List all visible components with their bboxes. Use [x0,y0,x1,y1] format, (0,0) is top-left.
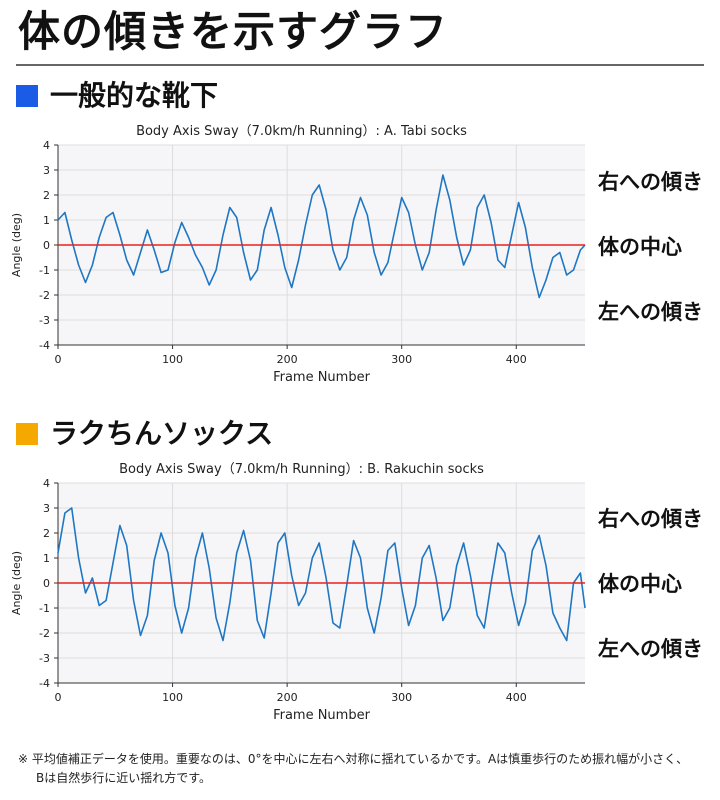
section-heading-a-text: 一般的な靴下 [50,79,219,112]
y-tick-label: 3 [43,164,50,177]
footnote-line-1: ※ 平均値補正データを使用。重要なのは、0°を中心に左右へ対称に揺れているかです… [18,752,689,766]
y-tick-label: -3 [39,652,50,665]
chart-a-tabi-socks: Body Axis Sway（7.0km/h Running）: A. Tabi… [10,124,586,385]
page-title: 体の傾きを示すグラフ [18,7,449,56]
y-tick-label: 1 [43,214,50,227]
x-axis-label: Frame Number [273,708,371,723]
x-tick-label: 0 [55,691,62,704]
series-line [57,507,586,642]
x-tick-label: 200 [277,691,298,704]
x-tick-label: 300 [391,691,412,704]
y-tick-label: 1 [43,552,50,565]
chart-title: Body Axis Sway（7.0km/h Running）: A. Tabi… [136,124,467,139]
side-label-left-tilt-a: 左への傾き [598,300,703,324]
section-heading-a: 一般的な靴下 [16,78,218,114]
y-tick-label: -2 [39,289,50,302]
section-swatch-b [16,423,38,445]
x-tick-label: 400 [506,353,527,366]
y-tick-label: 0 [43,239,50,252]
y-tick-label: 3 [43,502,50,515]
footnote-line-2: Bは自然歩行に近い揺れ方です。 [36,771,212,785]
chart-b-rakuchin-socks: Body Axis Sway（7.0km/h Running）: B. Raku… [10,462,586,723]
side-label-left-tilt-b: 左への傾き [598,637,703,661]
title-divider [16,64,704,66]
x-tick-label: 100 [162,353,183,366]
section-heading-b: ラクちんソックス [16,416,273,452]
side-label-right-tilt-a: 右への傾き [598,170,703,194]
x-tick-label: 400 [506,691,527,704]
section-heading-b-text: ラクちんソックス [50,417,274,450]
section-swatch-a [16,85,38,107]
x-tick-label: 100 [162,691,183,704]
y-tick-label: 2 [43,189,50,202]
side-label-center-b: 体の中心 [598,572,682,596]
y-tick-label: -4 [39,339,50,352]
x-tick-label: 300 [391,353,412,366]
y-tick-label: -4 [39,677,50,690]
side-label-right-tilt-b: 右への傾き [598,507,703,531]
y-tick-label: -3 [39,314,50,327]
y-axis-label: Angle (deg) [10,551,23,615]
x-axis-label: Frame Number [273,370,371,385]
y-tick-label: 0 [43,577,50,590]
x-tick-label: 200 [277,353,298,366]
y-tick-label: -1 [39,264,50,277]
chart-title: Body Axis Sway（7.0km/h Running）: B. Raku… [119,462,484,477]
y-axis-label: Angle (deg) [10,213,23,277]
y-tick-label: -2 [39,627,50,640]
side-label-center-a: 体の中心 [598,235,682,259]
series-line [57,174,586,299]
y-tick-label: 4 [43,139,50,152]
y-tick-label: 4 [43,477,50,490]
x-tick-label: 0 [55,353,62,366]
y-tick-label: 2 [43,527,50,540]
y-tick-label: -1 [39,602,50,615]
footnote: ※ 平均値補正データを使用。重要なのは、0°を中心に左右へ対称に揺れているかです… [18,750,708,788]
